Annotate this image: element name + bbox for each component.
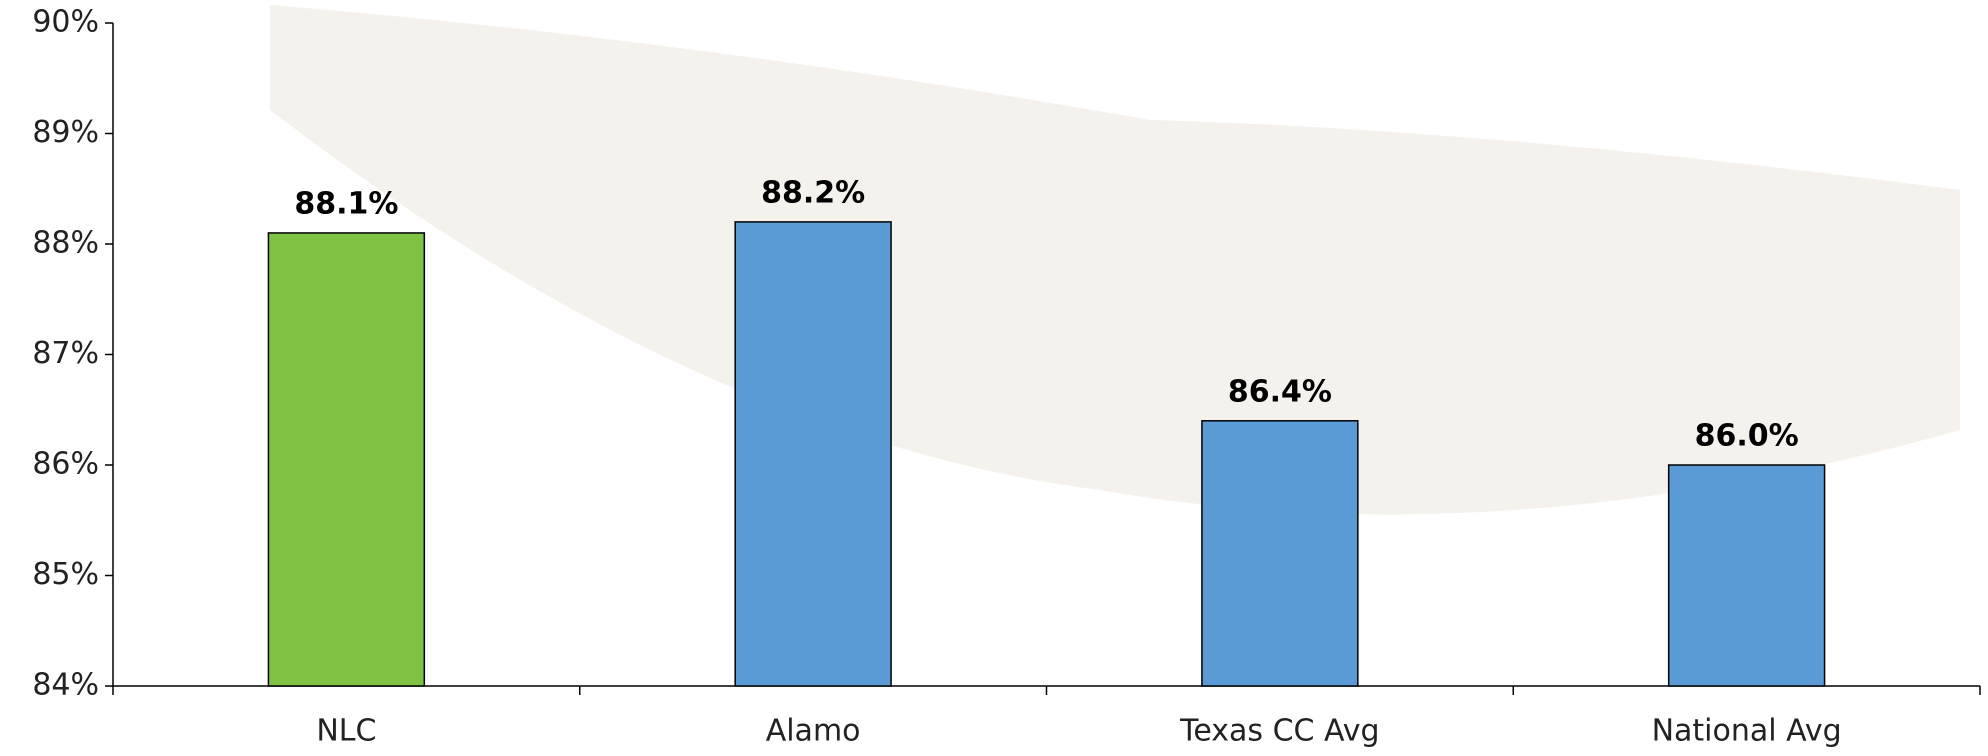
y-tick-label: 85% — [32, 557, 99, 592]
y-tick-label: 89% — [32, 115, 99, 150]
background-photo — [270, 5, 1960, 515]
bar — [1201, 420, 1359, 687]
x-tick-label: NLC — [316, 714, 376, 749]
bar — [267, 232, 426, 687]
y-tick-label: 88% — [32, 226, 99, 261]
value-label: 86.0% — [1695, 419, 1799, 454]
bar — [734, 221, 892, 687]
x-tick-label: National Avg — [1652, 714, 1842, 749]
x-tick-label: Texas CC Avg — [1179, 714, 1379, 749]
y-tick-label: 84% — [32, 668, 99, 703]
y-tick-label: 87% — [32, 336, 99, 371]
value-label: 88.1% — [294, 186, 398, 221]
bar — [1667, 464, 1826, 687]
value-label: 86.4% — [1228, 374, 1332, 409]
y-tick-label: 86% — [32, 447, 99, 482]
x-tick-label: Alamo — [766, 714, 861, 749]
value-label: 88.2% — [761, 175, 865, 210]
y-tick-label: 90% — [32, 5, 99, 40]
